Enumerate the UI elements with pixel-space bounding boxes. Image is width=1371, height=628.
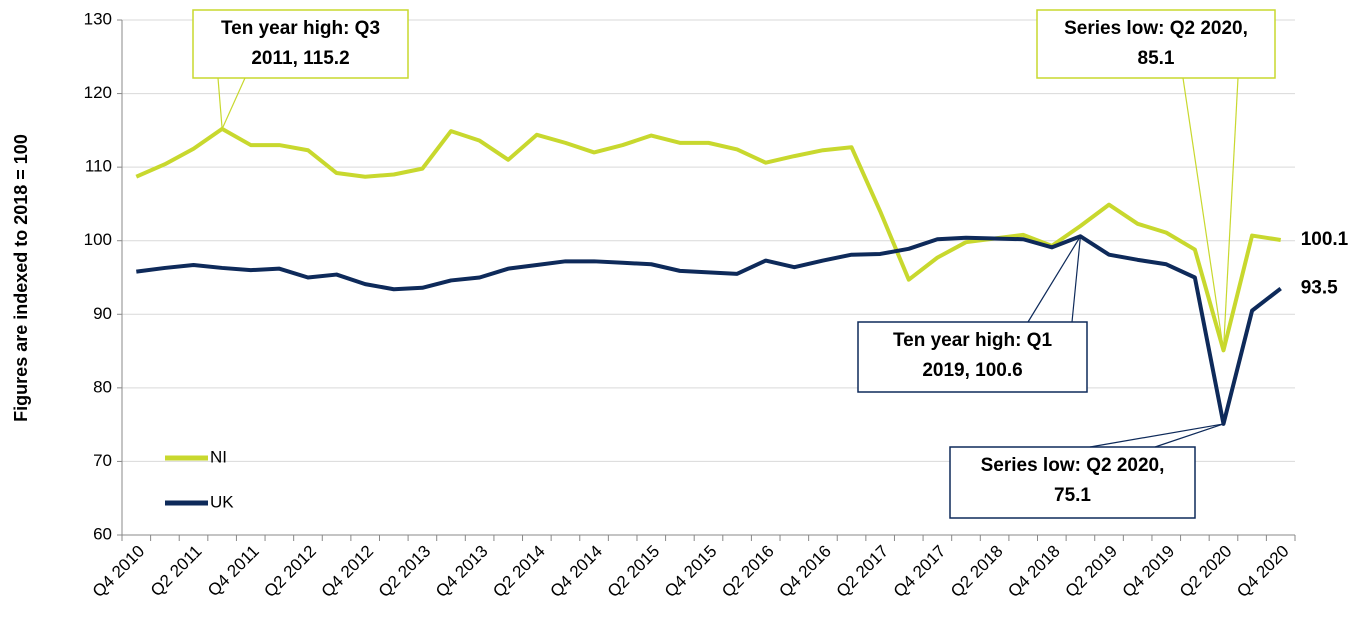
annotation-text: Ten year high: Q3 xyxy=(221,18,380,39)
x-tick-label: Q2 2011 xyxy=(147,542,206,601)
annotation-leader xyxy=(1071,236,1082,323)
y-axis-label: Figures are indexed to 2018 = 100 xyxy=(11,134,31,422)
x-tick-label: Q4 2017 xyxy=(890,542,950,602)
x-tick-label: Q4 2020 xyxy=(1233,542,1293,602)
y-tick-label: 110 xyxy=(85,157,112,176)
annotation-leader xyxy=(1154,423,1224,448)
line-series xyxy=(136,234,1282,426)
annotation-leader xyxy=(221,77,246,130)
annotation-text: Series low: Q2 2020, xyxy=(1064,18,1248,39)
x-tick-label: Q2 2018 xyxy=(947,542,1007,602)
x-tick-label: Q2 2019 xyxy=(1061,542,1121,602)
x-tick-label: Q4 2011 xyxy=(204,542,263,601)
legend-label: NI xyxy=(210,447,227,466)
annotation-box xyxy=(1036,9,1276,79)
x-tick-label: Q4 2013 xyxy=(432,542,492,602)
y-tick-label: 120 xyxy=(84,83,112,102)
x-tick-label: Q2 2014 xyxy=(489,542,549,602)
x-tick-label: Q2 2017 xyxy=(833,542,893,602)
y-tick-label: 60 xyxy=(93,524,112,543)
end-label: 93.5 xyxy=(1301,278,1338,299)
annotation-leader xyxy=(1222,77,1239,351)
line-series xyxy=(135,126,1282,353)
y-tick-label: 100 xyxy=(84,230,112,249)
annotation-text: Series low: Q2 2020, xyxy=(981,455,1165,476)
x-tick-label: Q4 2012 xyxy=(318,542,378,602)
x-tick-label: Q2 2012 xyxy=(260,542,320,602)
annotation-text: Ten year high: Q1 xyxy=(893,330,1053,351)
x-tick-label: Q2 2015 xyxy=(604,542,664,602)
annotation-text: 85.1 xyxy=(1138,48,1175,69)
y-tick-label: 130 xyxy=(84,9,112,28)
annotation-text: 2019, 100.6 xyxy=(922,360,1022,381)
x-tick-label: Q4 2010 xyxy=(89,542,149,602)
annotation-text: 2011, 115.2 xyxy=(251,48,349,69)
x-tick-label: Q4 2016 xyxy=(775,542,835,602)
legend-label: UK xyxy=(210,492,234,511)
annotation-text: 75.1 xyxy=(1054,485,1091,506)
annotation-box xyxy=(949,446,1196,519)
x-tick-label: Q2 2016 xyxy=(718,542,778,602)
annotation-box xyxy=(192,9,409,79)
x-tick-label: Q4 2018 xyxy=(1004,542,1064,602)
end-label: 100.1 xyxy=(1301,229,1349,250)
annotation-leader xyxy=(1027,235,1081,323)
x-tick-label: Q4 2019 xyxy=(1119,542,1179,602)
x-tick-label: Q2 2013 xyxy=(375,542,435,602)
annotation-leader xyxy=(217,77,223,129)
annotation-box xyxy=(857,321,1088,393)
y-tick-label: 80 xyxy=(93,377,112,396)
annotation-leader xyxy=(1089,423,1224,448)
x-tick-label: Q4 2015 xyxy=(661,542,721,602)
y-tick-label: 90 xyxy=(93,304,112,323)
x-tick-label: Q2 2020 xyxy=(1176,542,1236,602)
x-tick-label: Q4 2014 xyxy=(546,542,606,602)
y-tick-label: 70 xyxy=(93,451,112,470)
annotation-leader xyxy=(1182,77,1225,351)
